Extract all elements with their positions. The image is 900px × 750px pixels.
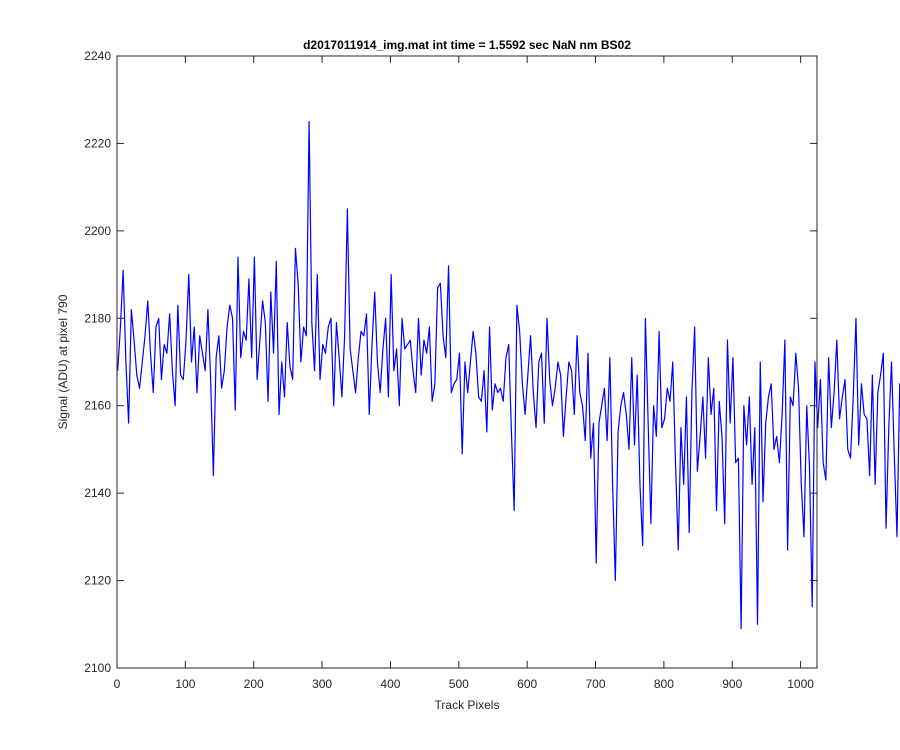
y-tick-label: 2240 bbox=[84, 49, 111, 63]
chart-title: d2017011914_img.mat int time = 1.5592 se… bbox=[303, 38, 631, 52]
x-tick-label: 800 bbox=[654, 677, 674, 691]
x-tick-label: 900 bbox=[722, 677, 742, 691]
y-tick-label: 2100 bbox=[84, 661, 111, 675]
plot-area bbox=[117, 56, 817, 668]
x-axis: 0 100 200 300 400 500 600 700 800 900 1000 bbox=[114, 56, 814, 691]
y-tick-label: 2120 bbox=[84, 574, 111, 588]
x-tick-label: 100 bbox=[175, 677, 195, 691]
x-tick-label: 400 bbox=[380, 677, 400, 691]
y-tick-label: 2180 bbox=[84, 311, 111, 325]
x-tick-label: 1000 bbox=[787, 677, 814, 691]
x-tick-label: 600 bbox=[517, 677, 537, 691]
y-axis-label: Signal (ADU) at pixel 790 bbox=[56, 294, 70, 429]
x-tick-label: 700 bbox=[586, 677, 606, 691]
series-line bbox=[117, 120, 900, 630]
y-axis: 2100 2120 2140 2160 2180 2200 2220 2240 bbox=[84, 49, 817, 675]
x-tick-label: 0 bbox=[114, 677, 121, 691]
x-tick-label: 200 bbox=[244, 677, 264, 691]
plot-frame bbox=[116, 55, 818, 669]
x-axis-label: Track Pixels bbox=[435, 698, 500, 712]
y-tick-label: 2220 bbox=[84, 136, 111, 150]
x-tick-label: 300 bbox=[312, 677, 332, 691]
y-tick-label: 2160 bbox=[84, 399, 111, 413]
y-tick-label: 2140 bbox=[84, 486, 111, 500]
y-tick-label: 2200 bbox=[84, 224, 111, 238]
x-tick-label: 500 bbox=[449, 677, 469, 691]
